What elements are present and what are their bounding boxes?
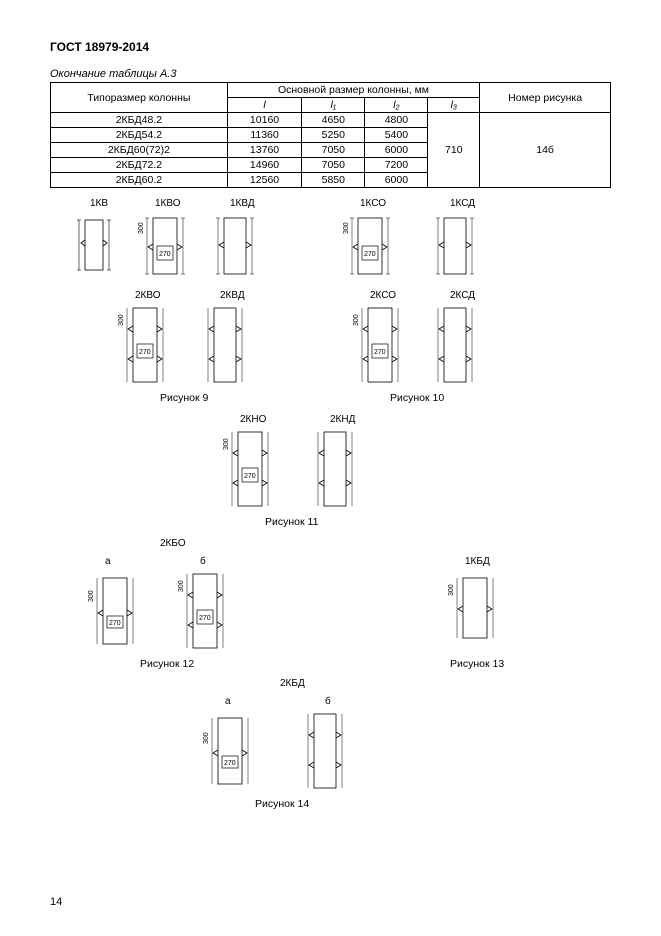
cell: 11360 [227, 128, 301, 143]
cell: 12560 [227, 173, 301, 188]
th-l: l [227, 98, 301, 113]
fig-1kcd [430, 212, 485, 280]
lbl-2knd: 2КНД [330, 414, 355, 425]
cap-14: Рисунок 14 [255, 798, 309, 810]
th-l3: l₃ [428, 98, 480, 113]
lbl-1kcd: 1КСД [450, 198, 475, 209]
lbl-2kno: 2КНО [240, 414, 266, 425]
lbl-2kvo: 2КВО [135, 290, 161, 301]
cap-11: Рисунок 11 [265, 516, 318, 528]
fig-2kbd-a: 300 270 [200, 710, 260, 794]
cell: 14960 [227, 158, 301, 173]
fig-1kbd: 300 [445, 570, 505, 654]
cell: 13760 [227, 143, 301, 158]
th-fig: Номер рисунка [480, 83, 611, 113]
cell: 2КБД60.2 [51, 173, 228, 188]
fig-2kbo-b [175, 570, 235, 654]
cell: 7050 [302, 143, 365, 158]
th-l2: l₂ [365, 98, 428, 113]
lbl-2kvd: 2КВД [220, 290, 245, 301]
fig-1kv [75, 212, 120, 276]
th-type: Типоразмер колонны [51, 83, 228, 113]
lbl-2kbd-b: б [325, 696, 331, 707]
lbl-1kbd: 1КБД [465, 556, 490, 567]
cell: 6000 [365, 143, 428, 158]
cell: 2КБД72.2 [51, 158, 228, 173]
cell: 7050 [302, 158, 365, 173]
cell: 6000 [365, 173, 428, 188]
fig-2kcd [430, 304, 485, 388]
lbl-2kbd: 2КБД [280, 678, 305, 689]
fig-2kno [220, 428, 280, 512]
cell-fig: 14б [480, 113, 611, 188]
fig-2kbd-b [300, 710, 355, 794]
fig-2kvo [115, 304, 175, 388]
cap-13: Рисунок 13 [450, 658, 504, 670]
lbl-1kvo: 1КВО [155, 198, 181, 209]
fig-2kbo-a: 300 270 [85, 570, 145, 654]
cell: 5850 [302, 173, 365, 188]
page-number: 14 [50, 896, 62, 908]
cell: 2КБД54.2 [51, 128, 228, 143]
lbl-1kvd: 1КВД [230, 198, 255, 209]
fig-2kvd [200, 304, 255, 388]
svg-text:270: 270 [224, 760, 236, 767]
lbl-1kv: 1КВ [90, 198, 108, 209]
fig-2knd [310, 428, 365, 512]
cell: 5400 [365, 128, 428, 143]
gost-header: ГОСТ 18979-2014 [50, 40, 611, 54]
svg-text:300: 300 [203, 732, 210, 744]
cell: 4650 [302, 113, 365, 128]
cell: 4800 [365, 113, 428, 128]
cell: 10160 [227, 113, 301, 128]
lbl-2kbo-a: а [105, 556, 111, 567]
lbl-2kcd: 2КСД [450, 290, 475, 301]
cell-l3: 710 [428, 113, 480, 188]
fig-1kvd [210, 212, 265, 280]
cap-9: Рисунок 9 [160, 392, 208, 404]
th-group: Основной размер колонны, мм [227, 83, 479, 98]
lbl-1kco: 1КСО [360, 198, 386, 209]
cap-10: Рисунок 10 [390, 392, 444, 404]
fig-1kvo [135, 212, 195, 280]
cap-12: Рисунок 12 [140, 658, 194, 670]
lbl-2kbd-a: а [225, 696, 231, 707]
svg-text:270: 270 [109, 620, 121, 627]
cell: 5250 [302, 128, 365, 143]
lbl-2kbo: 2КБО [160, 538, 186, 549]
svg-text:300: 300 [448, 584, 455, 596]
lbl-2kco: 2КСО [370, 290, 396, 301]
cell: 2КБД60(72)2 [51, 143, 228, 158]
table-caption: Окончание таблицы А.3 [50, 68, 611, 80]
svg-text:300: 300 [88, 590, 95, 602]
fig-2kco [350, 304, 410, 388]
figures-area: 300 270 [50, 198, 611, 878]
cell: 2КБД48.2 [51, 113, 228, 128]
cell: 7200 [365, 158, 428, 173]
data-table: Типоразмер колонны Основной размер колон… [50, 82, 611, 188]
fig-1kco [340, 212, 400, 280]
lbl-2kbo-b: б [200, 556, 206, 567]
th-l1: l₁ [302, 98, 365, 113]
